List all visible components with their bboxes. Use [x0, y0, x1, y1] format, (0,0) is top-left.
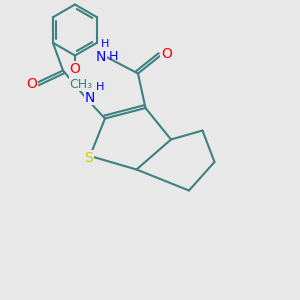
Text: N: N — [85, 91, 95, 104]
Text: H: H — [96, 82, 105, 92]
Text: CH₃: CH₃ — [69, 77, 93, 91]
Text: H: H — [108, 50, 118, 63]
Text: N: N — [96, 50, 106, 64]
Text: O: O — [70, 62, 80, 76]
Text: S: S — [84, 151, 93, 164]
Text: O: O — [161, 47, 172, 61]
Text: O: O — [26, 77, 37, 91]
Text: H: H — [101, 38, 109, 49]
